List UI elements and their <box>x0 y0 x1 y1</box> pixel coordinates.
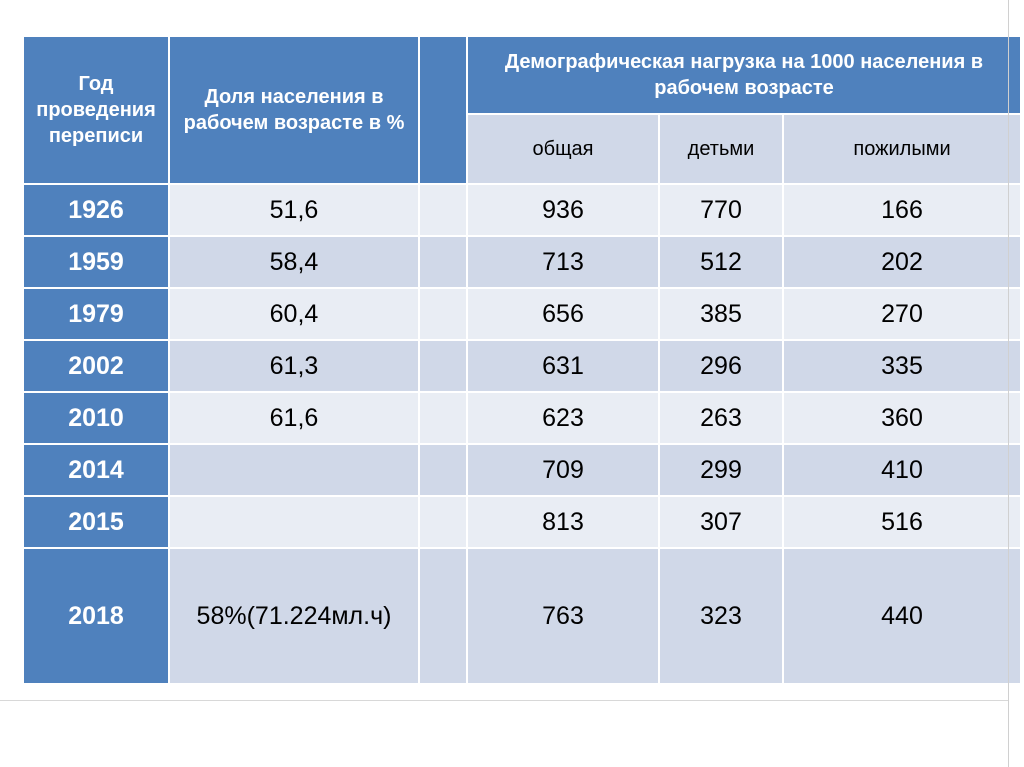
row-spacer <box>418 547 468 685</box>
header-year: Год проведения переписи <box>22 35 170 185</box>
row-elderly: 202 <box>781 235 1023 289</box>
demographic-load-table: Год проведения переписи Доля населения в… <box>22 35 1023 685</box>
row-elderly: 440 <box>781 547 1023 685</box>
row-year: 1979 <box>22 287 170 341</box>
row-spacer <box>418 391 468 445</box>
row-children: 296 <box>658 339 784 393</box>
row-total: 713 <box>466 235 660 289</box>
row-share: 61,3 <box>168 339 420 393</box>
row-children: 263 <box>658 391 784 445</box>
row-spacer <box>418 287 468 341</box>
table-row: 2010 61,6 623 263 360 <box>22 391 1023 445</box>
row-children: 385 <box>658 287 784 341</box>
table-row: 2015 813 307 516 <box>22 495 1023 549</box>
row-share <box>168 443 420 497</box>
table-row: 2018 58%(71.224мл.ч) 763 323 440 <box>22 547 1023 685</box>
row-children: 299 <box>658 443 784 497</box>
row-elderly: 335 <box>781 339 1023 393</box>
row-share <box>168 495 420 549</box>
row-year: 2015 <box>22 495 170 549</box>
row-year: 1926 <box>22 183 170 237</box>
table-row: 1959 58,4 713 512 202 <box>22 235 1023 289</box>
row-children: 770 <box>658 183 784 237</box>
row-share: 60,4 <box>168 287 420 341</box>
row-total: 763 <box>466 547 660 685</box>
header-elderly: пожилыми <box>781 113 1023 185</box>
header-spacer <box>418 35 468 185</box>
row-spacer <box>418 235 468 289</box>
table-row: 2002 61,3 631 296 335 <box>22 339 1023 393</box>
row-share: 51,6 <box>168 183 420 237</box>
row-spacer <box>418 183 468 237</box>
row-elderly: 410 <box>781 443 1023 497</box>
header-children: детьми <box>658 113 784 185</box>
row-total: 709 <box>466 443 660 497</box>
row-share: 58,4 <box>168 235 420 289</box>
row-total: 631 <box>466 339 660 393</box>
header-share: Доля населения в рабочем возрасте в % <box>168 35 420 185</box>
row-year: 2018 <box>22 547 170 685</box>
row-spacer <box>418 443 468 497</box>
row-total: 813 <box>466 495 660 549</box>
row-elderly: 516 <box>781 495 1023 549</box>
row-year: 2010 <box>22 391 170 445</box>
row-children: 323 <box>658 547 784 685</box>
row-year: 2002 <box>22 339 170 393</box>
row-share: 61,6 <box>168 391 420 445</box>
row-share: 58%(71.224мл.ч) <box>168 547 420 685</box>
row-children: 512 <box>658 235 784 289</box>
row-spacer <box>418 339 468 393</box>
row-elderly: 270 <box>781 287 1023 341</box>
table-row: 2014 709 299 410 <box>22 443 1023 497</box>
row-children: 307 <box>658 495 784 549</box>
row-total: 623 <box>466 391 660 445</box>
row-year: 1959 <box>22 235 170 289</box>
row-elderly: 360 <box>781 391 1023 445</box>
table-row: 1979 60,4 656 385 270 <box>22 287 1023 341</box>
table-row: 1926 51,6 936 770 166 <box>22 183 1023 237</box>
slide-bottom-divider <box>0 700 1009 701</box>
row-year: 2014 <box>22 443 170 497</box>
slide-edge-divider <box>1008 0 1009 767</box>
row-spacer <box>418 495 468 549</box>
header-load-group: Демографическая нагрузка на 1000 населен… <box>465 35 1023 115</box>
row-elderly: 166 <box>781 183 1023 237</box>
header-total: общая <box>466 113 660 185</box>
row-total: 656 <box>466 287 660 341</box>
row-total: 936 <box>466 183 660 237</box>
